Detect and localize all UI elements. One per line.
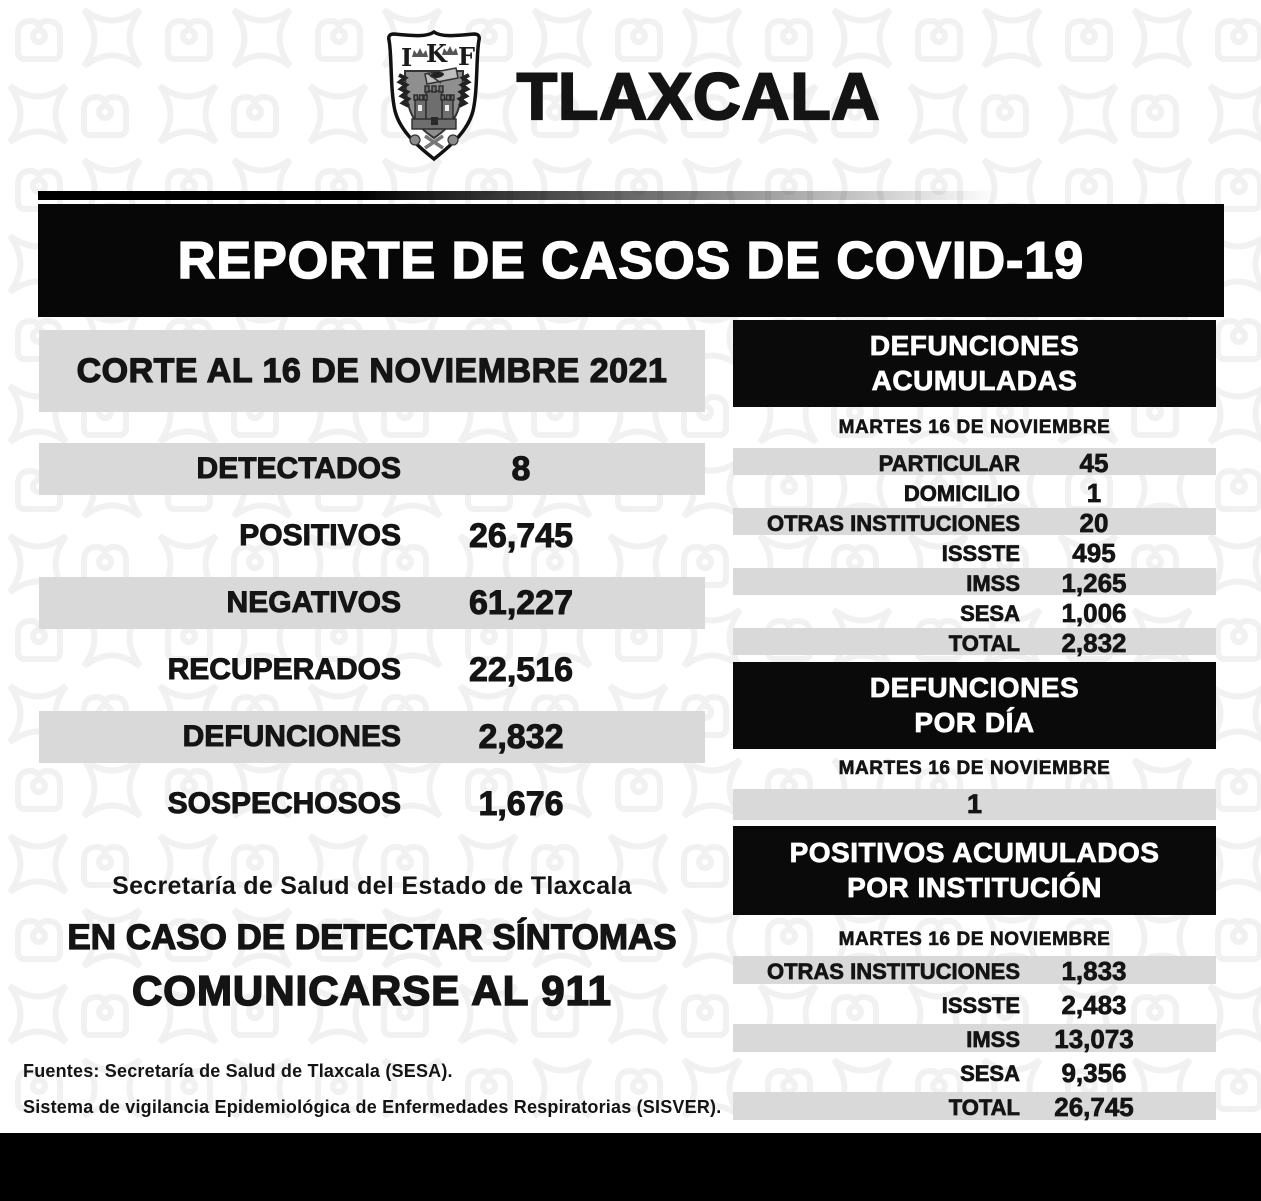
section-header-deaths-cumulative: DEFUNCIONES ACUMULADAS: [733, 320, 1216, 407]
section-date: MARTES 16 DE NOVIEMBRE: [838, 417, 1111, 439]
bottom-black-bar: [0, 1133, 1261, 1201]
table-row-issste: ISSSTE 2,483: [733, 990, 1216, 1021]
summary-column: CORTE AL 16 DE NOVIEMBRE 2021 DETECTADOS…: [39, 330, 705, 1015]
stat-row-negativos: NEGATIVOS 61,227: [39, 577, 705, 629]
table-row-imss: IMSS 1,265: [733, 568, 1216, 598]
stat-value: 61,227: [469, 583, 574, 622]
deaths-cumulative-table: PARTICULAR 45 DOMICILIO 1 OTRAS INSTITUC…: [733, 448, 1216, 658]
tlaxcala-coat-of-arms-icon: I K F: [386, 29, 481, 161]
row-label: TOTAL: [948, 630, 1020, 656]
row-label: OTRAS INSTITUCIONES: [766, 510, 1021, 536]
row-label: SESA: [960, 600, 1021, 626]
detail-column: DEFUNCIONES ACUMULADAS MARTES 16 DE NOVI…: [733, 320, 1216, 1126]
report-title: REPORTE DE CASOS DE COVID-19: [177, 231, 1085, 291]
table-row-particular: PARTICULAR 45: [733, 448, 1216, 478]
section-title-line: POR DÍA: [914, 706, 1035, 738]
header: I K F: [0, 18, 1261, 173]
stat-row-sospechosos: SOSPECHOSOS 1,676: [39, 778, 705, 830]
report-title-banner: REPORTE DE CASOS DE COVID-19: [38, 204, 1224, 317]
stat-label: DEFUNCIONES: [182, 720, 401, 754]
svg-text:F: F: [458, 42, 475, 71]
source-line-1: Fuentes: Secretaría de Salud de Tlaxcala…: [23, 1061, 453, 1081]
section-title-line: DEFUNCIONES: [869, 330, 1080, 362]
row-value: 45: [1079, 448, 1109, 479]
stat-label: SOSPECHOSOS: [167, 787, 401, 821]
table-row-domicilio: DOMICILIO 1: [733, 478, 1216, 509]
table-row-total: TOTAL 2,832: [733, 628, 1216, 658]
row-label: ISSSTE: [941, 540, 1020, 566]
table-row-issste: ISSSTE 495: [733, 538, 1216, 569]
section-title-line: DEFUNCIONES: [869, 672, 1080, 704]
row-value: 1: [1086, 478, 1102, 509]
section-title-line: ACUMULADAS: [871, 364, 1078, 396]
sources-note: Fuentes: Secretaría de Salud de Tlaxcala…: [23, 1061, 733, 1133]
gradient-divider: [38, 191, 1038, 200]
stat-value: 8: [511, 449, 531, 488]
stat-row-positivos: POSITIVOS 26,745: [39, 510, 705, 562]
stat-value: 2,832: [478, 717, 564, 756]
stat-value: 1,676: [478, 784, 564, 823]
section-header-deaths-daily: DEFUNCIONES POR DÍA: [733, 662, 1216, 749]
stat-label: POSITIVOS: [239, 519, 402, 553]
row-label: OTRAS INSTITUCIONES: [766, 958, 1021, 984]
row-value: 1,006: [1061, 598, 1127, 629]
stats-table: DETECTADOS 8 POSITIVOS 26,745 NEGATIVOS …: [39, 443, 705, 830]
row-value: 2,832: [1061, 628, 1127, 659]
row-label: IMSS: [966, 1026, 1020, 1052]
table-row-total: TOTAL 26,745: [733, 1092, 1216, 1123]
stat-row-detectados: DETECTADOS 8: [39, 443, 705, 495]
table-row-otras-instituciones: OTRAS INSTITUCIONES 20: [733, 508, 1216, 538]
brand-wordmark: TLAXCALA: [516, 57, 881, 133]
stat-label: RECUPERADOS: [167, 653, 401, 687]
table-row-sesa: SESA 1,006: [733, 598, 1216, 629]
section-title-line: POR INSTITUCIÓN: [847, 871, 1102, 903]
stat-row-defunciones: DEFUNCIONES 2,832: [39, 711, 705, 763]
row-value: 495: [1072, 538, 1116, 569]
table-row-imss: IMSS 13,073: [733, 1024, 1216, 1055]
row-value: 20: [1079, 508, 1109, 539]
table-row-otras-instituciones: OTRAS INSTITUCIONES 1,833: [733, 956, 1216, 987]
stat-label: DETECTADOS: [196, 452, 401, 486]
stat-row-recuperados: RECUPERADOS 22,516: [39, 644, 705, 696]
row-label: SESA: [960, 1060, 1021, 1086]
svg-text:K: K: [426, 39, 448, 68]
row-label: PARTICULAR: [878, 450, 1020, 476]
row-value: 13,073: [1054, 1024, 1134, 1055]
agency-name: Secretaría de Salud del Estado de Tlaxca…: [112, 872, 632, 900]
row-label: TOTAL: [948, 1094, 1020, 1120]
source-line-2: Sistema de vigilancia Epidemiológica de …: [23, 1097, 722, 1117]
positives-by-institution-table: OTRAS INSTITUCIONES 1,833 ISSSTE 2,483 I…: [733, 956, 1216, 1123]
row-value: 2,483: [1061, 990, 1127, 1021]
stat-label: NEGATIVOS: [226, 586, 401, 620]
row-value: 1,833: [1061, 956, 1127, 987]
stat-value: 22,516: [469, 650, 574, 689]
table-row-sesa: SESA 9,356: [733, 1058, 1216, 1089]
deaths-daily-value: 1: [733, 789, 1216, 820]
stat-value: 26,745: [469, 516, 574, 555]
advice-line-1: EN CASO DE DETECTAR SÍNTOMAS: [67, 917, 678, 957]
section-title-line: POSITIVOS ACUMULADOS: [789, 837, 1160, 869]
row-label: IMSS: [966, 570, 1020, 596]
cutoff-date-bar: CORTE AL 16 DE NOVIEMBRE 2021: [39, 330, 705, 412]
row-value: 26,745: [1054, 1092, 1134, 1123]
row-value: 1,265: [1061, 568, 1127, 599]
row-value: 9,356: [1061, 1058, 1127, 1089]
svg-text:I: I: [401, 43, 412, 72]
row-label: ISSSTE: [941, 992, 1020, 1018]
row-label: DOMICILIO: [903, 480, 1021, 506]
section-date: MARTES 16 DE NOVIEMBRE: [838, 929, 1111, 951]
section-date: MARTES 16 DE NOVIEMBRE: [838, 758, 1111, 780]
advice-line-2: COMUNICARSE AL 911: [131, 966, 613, 1015]
section-header-positives-by-institution: POSITIVOS ACUMULADOS POR INSTITUCIÓN: [733, 826, 1216, 915]
